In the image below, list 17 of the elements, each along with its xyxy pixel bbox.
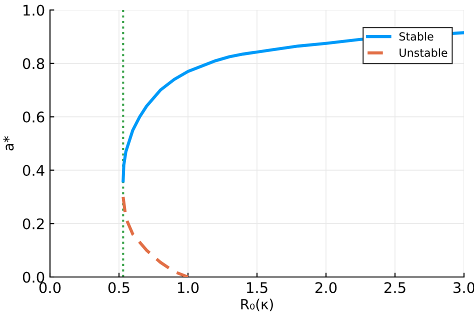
x-tick-label: 1.5 [247, 282, 268, 294]
x-tick-label: 0.5 [108, 282, 130, 294]
x-tick-label: 0.0 [39, 282, 61, 294]
y-tick-label: 0.4 [22, 164, 44, 176]
x-tick-label: 2.0 [315, 282, 337, 294]
line-series [122, 195, 190, 277]
y-axis-title: a* [3, 136, 14, 150]
y-tick-label: 0.2 [22, 218, 44, 230]
y-tick-label: 1.0 [24, 4, 44, 16]
legend-label: Stable [399, 32, 434, 41]
x-tick-label: 2.5 [384, 282, 406, 294]
x-tick-label: 1.0 [178, 282, 199, 294]
x-axis-title: R₀(κ) [241, 298, 273, 312]
legend-label: Unstable [400, 48, 448, 57]
y-tick-label: 0.8 [22, 58, 44, 70]
y-tick-label: 0.0 [22, 272, 44, 283]
y-tick-label: 0.6 [22, 112, 44, 123]
